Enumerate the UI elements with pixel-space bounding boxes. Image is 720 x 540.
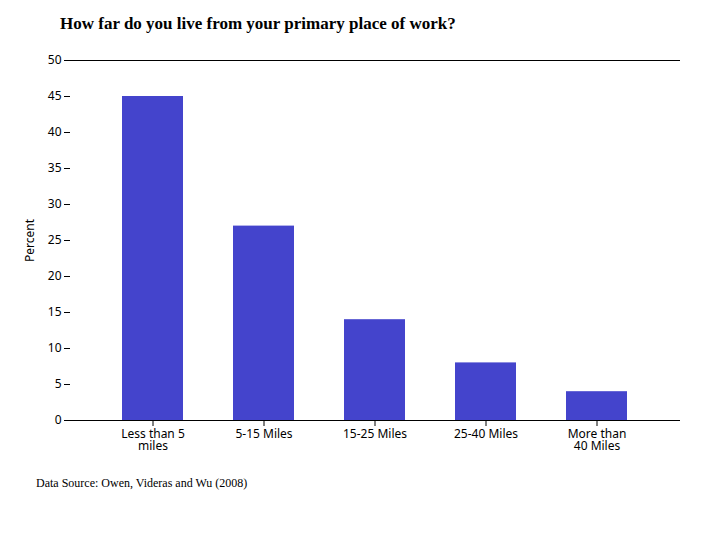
svg-text:30: 30 <box>48 195 62 212</box>
svg-text:5-15 Miles: 5-15 Miles <box>235 425 292 442</box>
svg-text:15-25 Miles: 15-25 Miles <box>343 425 407 442</box>
svg-text:45: 45 <box>48 87 62 104</box>
svg-text:20: 20 <box>48 267 62 284</box>
svg-text:Percent: Percent <box>21 218 38 262</box>
svg-text:35: 35 <box>48 159 62 176</box>
svg-text:50: 50 <box>48 51 62 68</box>
svg-text:More than40 Miles: More than40 Miles <box>568 425 627 454</box>
svg-text:10: 10 <box>48 339 62 356</box>
svg-text:25: 25 <box>48 231 62 248</box>
svg-text:5: 5 <box>55 375 62 392</box>
svg-text:40: 40 <box>48 123 62 140</box>
svg-text:0: 0 <box>55 411 62 428</box>
svg-text:25-40 Miles: 25-40 Miles <box>454 425 518 442</box>
html-text:Data Source: Owen, Videras and: Data Source: Owen, Videras and Wu (2008) <box>36 476 248 490</box>
svg-text:Less than 5miles: Less than 5miles <box>121 425 185 454</box>
svg-text:15: 15 <box>48 303 62 320</box>
html-text:How far do you live from your: How far do you live from your primary pl… <box>60 14 456 33</box>
